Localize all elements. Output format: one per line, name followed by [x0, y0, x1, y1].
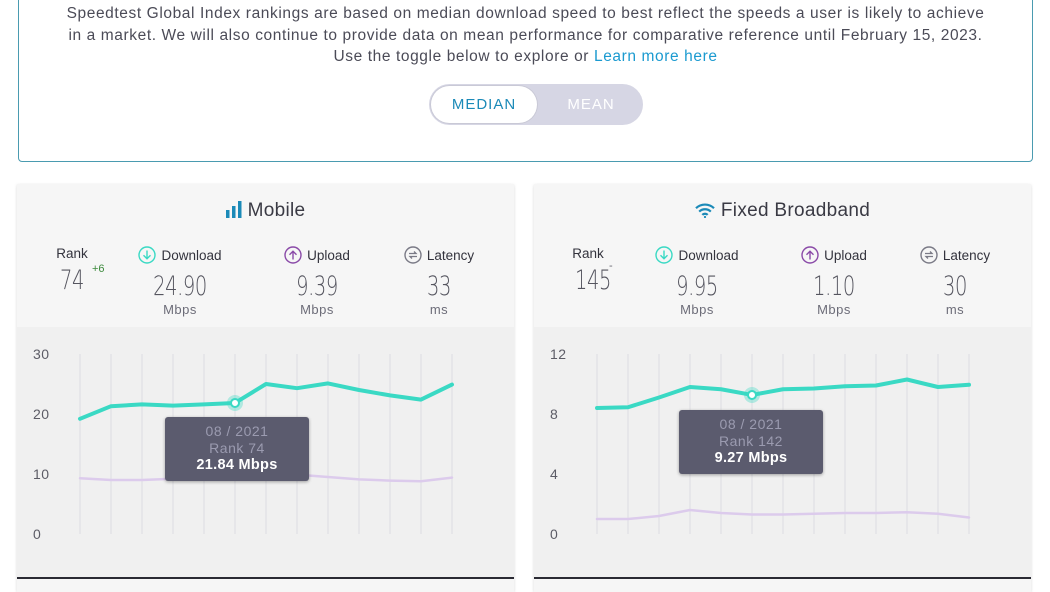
latency-label: Latency [915, 246, 995, 267]
chart-tooltip: 08 / 2021 Rank 74 21.84 Mbps [165, 417, 309, 481]
latency-icon [920, 246, 938, 267]
y-tick-label: 8 [550, 406, 558, 422]
download-unit: Mbps [163, 302, 197, 317]
tooltip-rank: Rank 142 [719, 433, 783, 449]
info-line-1: Speedtest Global Index rankings are base… [66, 5, 985, 22]
y-tick-label: 0 [550, 526, 558, 542]
rank-value: 74 [59, 265, 85, 296]
card-divider [17, 577, 514, 579]
rank-value: 145 [575, 265, 612, 296]
upload-unit: Mbps [817, 302, 851, 317]
latency-value: 33 [426, 271, 452, 302]
upload-label: Upload [277, 246, 357, 267]
upload-value: 1.10 [813, 271, 855, 302]
fixed-chart[interactable]: 0 4 8 12 08 / 2021 Rank 142 9.27 Mbps [534, 327, 1031, 577]
chart-tooltip: 08 / 2021 Rank 142 9.27 Mbps [679, 410, 823, 474]
mobile-upload: Upload 9.39 Mbps [277, 246, 357, 317]
y-tick-label: 0 [33, 526, 41, 542]
upload-unit: Mbps [300, 302, 334, 317]
tooltip-date: 08 / 2021 [205, 423, 269, 439]
latency-icon [404, 246, 422, 267]
rank-label: Rank [56, 246, 88, 261]
tooltip-value: 21.84 Mbps [196, 457, 278, 473]
wifi-icon [695, 202, 715, 224]
fixed-broadband-card: Fixed Broadband Rank 145 - Download 9.95… [534, 184, 1031, 592]
download-arrow-icon [138, 246, 157, 267]
y-tick-label: 10 [33, 466, 50, 482]
learn-more-link[interactable]: Learn more here [593, 48, 718, 65]
info-line-3: Use the toggle below to explore or Learn… [19, 46, 1032, 68]
tooltip-date: 08 / 2021 [719, 416, 783, 432]
info-text: Speedtest Global Index rankings are base… [19, 3, 1032, 68]
highlight-point [230, 397, 240, 408]
fixed-title-text: Fixed Broadband [720, 200, 871, 221]
upload-value: 9.39 [296, 271, 338, 302]
mobile-download: Download 24.90 Mbps [135, 246, 225, 317]
y-tick-label: 30 [33, 346, 50, 362]
download-value: 9.95 [676, 271, 718, 302]
highlight-point [747, 389, 757, 400]
card-divider [534, 577, 1031, 579]
upload-label-text: Upload [824, 248, 867, 263]
y-tick-label: 4 [550, 466, 558, 482]
y-tick-label: 12 [550, 346, 567, 362]
rank-label: Rank [572, 246, 604, 261]
upload-label-text: Upload [307, 248, 350, 263]
download-label-text: Download [678, 248, 739, 263]
fixed-latency: Latency 30 ms [915, 246, 995, 317]
tooltip-rank: Rank 74 [209, 440, 265, 456]
fixed-download: Download 9.95 Mbps [652, 246, 742, 317]
latency-label: Latency [399, 246, 479, 267]
rank-change-badge: +6 [92, 263, 105, 275]
mobile-rank: Rank 74 [54, 246, 90, 296]
download-label: Download [652, 246, 742, 267]
fixed-card-title: Fixed Broadband [534, 200, 1031, 224]
rank-change-badge: - [609, 260, 613, 272]
latency-value: 30 [942, 271, 968, 302]
median-mean-toggle[interactable]: MEDIAN MEAN [429, 84, 643, 125]
fixed-upload: Upload 1.10 Mbps [794, 246, 874, 317]
mobile-latency: Latency 33 ms [399, 246, 479, 317]
latency-unit: ms [945, 302, 965, 317]
info-line-2: in a market. We will also continue to pr… [68, 26, 983, 44]
info-panel: Speedtest Global Index rankings are base… [18, 0, 1033, 162]
toggle-mean[interactable]: MEAN [567, 96, 615, 113]
upload-series-line [595, 508, 971, 521]
toggle-median[interactable]: MEDIAN [431, 86, 537, 123]
mobile-chart-svg[interactable]: 0 10 20 30 [17, 327, 514, 577]
latency-label-text: Latency [942, 248, 991, 263]
y-tick-label: 20 [33, 406, 50, 422]
download-unit: Mbps [680, 302, 714, 317]
info-line-3-prefix: Use the toggle below to explore or [333, 48, 594, 65]
download-arrow-icon [655, 246, 674, 267]
download-value: 24.90 [153, 271, 207, 302]
download-series-line [78, 381, 454, 421]
signal-bars-icon [225, 201, 242, 224]
tooltip-value: 9.27 Mbps [714, 450, 788, 466]
mobile-title-text: Mobile [247, 200, 306, 221]
fixed-rank: Rank 145 [570, 246, 612, 296]
latency-unit: ms [429, 302, 449, 317]
download-label: Download [135, 246, 225, 267]
upload-label: Upload [794, 246, 874, 267]
download-series-line [595, 377, 971, 410]
mobile-chart[interactable]: 0 10 20 30 08 / 2021 Rank 74 21.84 Mbps [17, 327, 514, 577]
mobile-card: Mobile Rank 74 +6 Download 24.90 Mbps Up… [17, 184, 514, 592]
upload-arrow-icon [801, 246, 819, 267]
latency-label-text: Latency [426, 248, 475, 263]
mobile-card-title: Mobile [17, 200, 514, 224]
upload-arrow-icon [284, 246, 302, 267]
download-label-text: Download [161, 248, 222, 263]
